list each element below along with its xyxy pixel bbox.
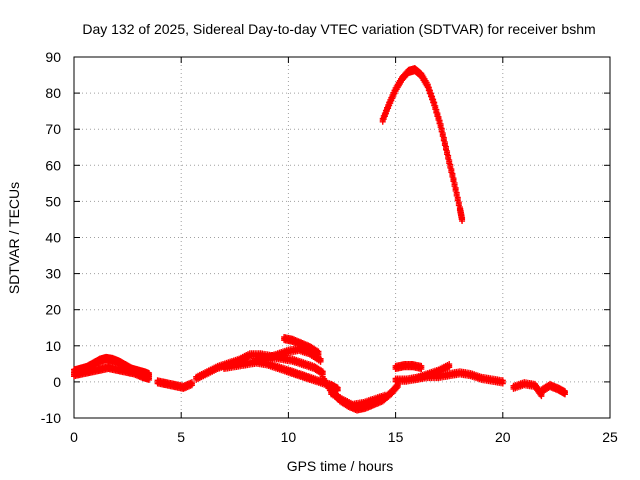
y-tick-label: 80 <box>45 85 61 101</box>
y-tick-label: 10 <box>45 338 61 354</box>
y-tick-label: 50 <box>45 193 61 209</box>
data-point <box>418 366 425 373</box>
y-axis-label: SDTVAR / TECUs <box>6 182 22 294</box>
y-tick-label: 40 <box>45 230 61 246</box>
y-tick-label: 20 <box>45 302 61 318</box>
series-arc-8 <box>285 366 341 394</box>
data-point <box>499 380 506 387</box>
data-point <box>146 376 153 383</box>
data-marks <box>71 65 568 414</box>
data-point <box>381 113 388 120</box>
data-point <box>385 105 392 112</box>
y-tick-label: -10 <box>41 410 61 426</box>
y-tick-label: 30 <box>45 266 61 282</box>
x-tick-label: 15 <box>388 429 404 445</box>
x-tick-label: 5 <box>177 429 185 445</box>
series-arc-7 <box>281 333 322 358</box>
data-point <box>459 218 466 225</box>
series-arc-14 <box>414 361 453 383</box>
x-tick-label: 10 <box>281 429 297 445</box>
data-point <box>315 351 322 358</box>
data-point <box>334 387 341 394</box>
y-tick-label: 60 <box>45 157 61 173</box>
data-point <box>561 391 568 398</box>
x-tick-label: 25 <box>602 429 618 445</box>
series-arc-16 <box>538 380 568 398</box>
y-tick-label: 0 <box>53 374 61 390</box>
series-arc-15 <box>510 379 545 400</box>
series-arc-13 <box>392 368 506 387</box>
data-point <box>380 116 387 123</box>
data-point <box>381 394 388 401</box>
data-point <box>382 110 389 117</box>
y-tick-label: 70 <box>45 121 61 137</box>
axis-ticks: 0 5 10 15 20 25 -10 0 10 20 30 40 50 60 70 80 90 <box>41 49 618 445</box>
data-point <box>446 364 453 371</box>
series-arc-6 <box>253 344 324 365</box>
x-tick-label: 0 <box>70 429 78 445</box>
x-axis-label: GPS time / hours <box>287 458 394 474</box>
series-arc-11 <box>379 65 466 225</box>
data-point <box>379 118 386 125</box>
data-point <box>384 107 391 114</box>
data-point <box>393 385 400 392</box>
grid <box>74 57 610 418</box>
x-tick-label: 20 <box>495 429 511 445</box>
data-point <box>317 358 324 365</box>
chart-title: Day 132 of 2025, Sidereal Day-to-day VTE… <box>82 21 595 37</box>
y-tick-label: 90 <box>45 49 61 65</box>
data-point <box>188 382 195 389</box>
data-point <box>394 384 401 391</box>
series-arc-3 <box>154 377 195 392</box>
series-arc-2 <box>71 362 153 383</box>
series-arc-10 <box>328 388 388 410</box>
series-arc-12 <box>392 361 425 373</box>
